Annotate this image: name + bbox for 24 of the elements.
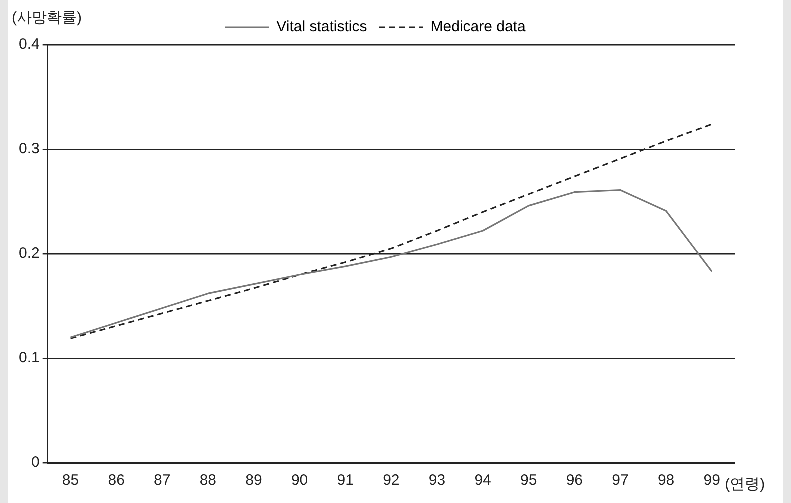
x-tick-label: 85 [62, 472, 80, 490]
y-tick-label: 0.2 [18, 245, 40, 262]
y-axis-title: (사망확률) [12, 10, 82, 27]
y-tick-label: 0.3 [18, 140, 40, 158]
legend-label: Vital statistics [276, 18, 368, 36]
x-tick-label: 93 [428, 472, 446, 490]
x-tick-label: 90 [291, 472, 308, 490]
x-tick-label: 86 [108, 472, 125, 490]
x-tick-label: 96 [566, 472, 584, 490]
x-axis-title: (연령) [725, 476, 766, 494]
x-tick-label: 87 [154, 472, 171, 490]
x-tick-label: 94 [474, 472, 492, 490]
x-tick-label: 92 [383, 472, 400, 490]
x-tick-label: 88 [200, 472, 217, 490]
x-tick-label: 99 [704, 472, 720, 490]
y-tick-label: 0.1 [18, 350, 40, 367]
x-tick-label: 91 [337, 472, 354, 490]
x-tick-label: 98 [658, 472, 675, 490]
legend-label: Medicare data [430, 18, 526, 36]
y-tick-label: 0 [32, 454, 40, 472]
y-tick-label: 0.4 [18, 36, 40, 54]
x-tick-label: 89 [246, 472, 262, 490]
x-tick-label: 97 [612, 472, 629, 490]
x-tick-label: 95 [520, 472, 538, 490]
